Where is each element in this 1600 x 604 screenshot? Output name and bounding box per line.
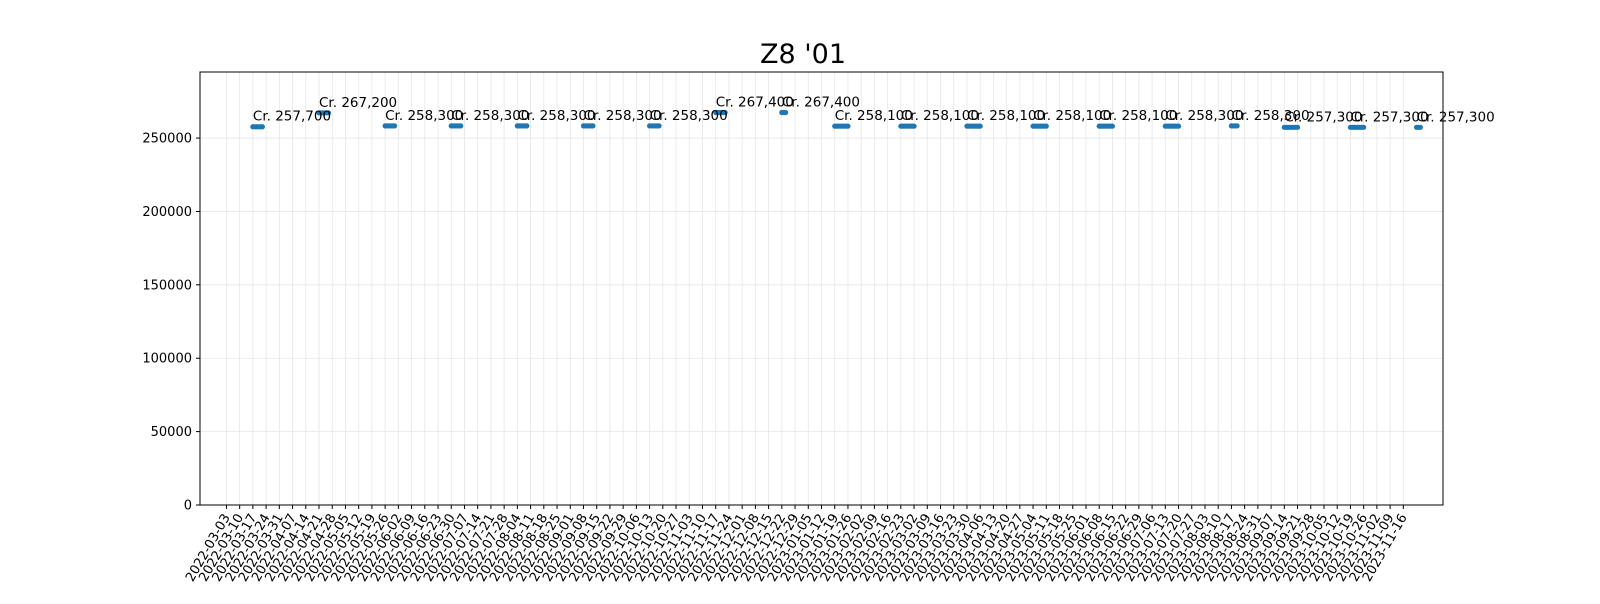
data-label: Cr. 258,300	[517, 108, 595, 124]
data-label: Cr. 267,400	[782, 95, 860, 111]
data-point	[1294, 124, 1301, 130]
y-tick-label: 0	[184, 499, 192, 514]
data-label: Cr. 257,300	[1350, 109, 1428, 125]
data-label: Cr. 267,400	[716, 95, 794, 111]
y-axis: 0 50000 100000 150000 200000 250000	[142, 132, 200, 514]
data-label: Cr. 267,200	[319, 95, 397, 111]
data-point	[259, 124, 265, 130]
data-label: Cr. 258,100	[1099, 108, 1177, 124]
data-label: Cr. 257,300	[1417, 109, 1495, 125]
data-point	[845, 123, 851, 129]
y-tick-label: 50000	[151, 425, 192, 440]
data-label: Cr. 258,100	[967, 108, 1045, 124]
data-label: Cr. 258,300	[1165, 108, 1243, 124]
data-point	[524, 123, 530, 129]
data-point	[722, 109, 728, 116]
data-label: Cr. 258,100	[901, 108, 979, 124]
data-label: Cr. 258,300	[650, 108, 728, 124]
data-point	[1043, 123, 1049, 129]
data-point	[1109, 123, 1116, 129]
data-point	[1234, 123, 1240, 129]
data-point	[977, 123, 983, 129]
series-layer	[250, 109, 1423, 130]
data-point	[783, 109, 789, 116]
data-label: Cr. 258,300	[1231, 108, 1309, 124]
data-point	[458, 123, 464, 129]
data-label: Cr. 258,300	[385, 108, 463, 124]
data-label: Cr. 258,100	[835, 108, 913, 124]
y-tick-label: 100000	[142, 352, 192, 367]
data-point	[391, 123, 398, 129]
data-point	[325, 110, 332, 116]
data-label: Cr. 257,700	[253, 109, 331, 125]
data-label: Cr. 257,300	[1284, 109, 1362, 125]
y-tick-label: 150000	[142, 278, 192, 293]
data-label: Cr. 258,300	[583, 108, 661, 124]
data-point	[911, 123, 917, 129]
y-tick-label: 250000	[142, 132, 192, 147]
data-point	[590, 123, 596, 129]
chart-title: Z8 '01	[760, 39, 846, 70]
data-label: Cr. 258,300	[451, 108, 529, 124]
data-point	[1417, 124, 1423, 130]
data-label: Cr. 258,100	[1033, 108, 1111, 124]
grid-layer	[200, 72, 1443, 506]
x-axis: 2022-03-032022-03-102022-03-172022-03-24…	[183, 505, 1411, 584]
data-point	[1175, 123, 1182, 129]
data-point	[656, 123, 662, 129]
y-tick-label: 200000	[142, 205, 192, 220]
data-point	[1361, 124, 1367, 130]
